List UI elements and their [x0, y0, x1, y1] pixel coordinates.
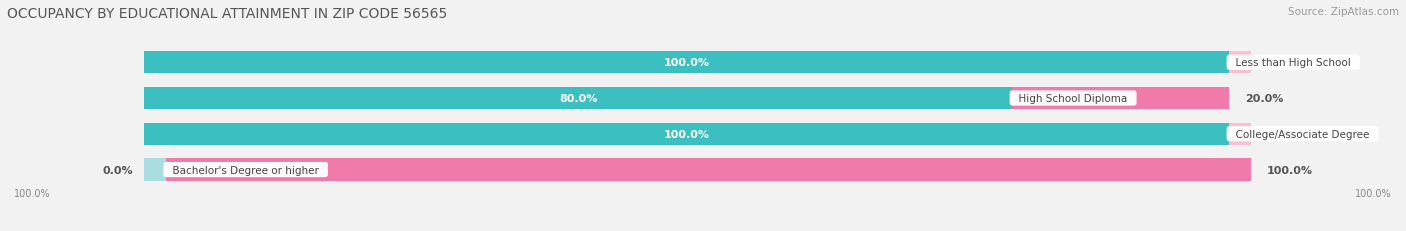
Bar [145, 88, 1229, 110]
Text: 100.0%: 100.0% [1267, 165, 1313, 175]
Text: 0.0%: 0.0% [1267, 58, 1298, 68]
Bar [145, 123, 1229, 145]
Text: Source: ZipAtlas.com: Source: ZipAtlas.com [1288, 7, 1399, 17]
Text: Less than High School: Less than High School [1229, 58, 1357, 68]
Bar [166, 159, 1251, 181]
Text: 20.0%: 20.0% [1246, 94, 1284, 103]
Text: OCCUPANCY BY EDUCATIONAL ATTAINMENT IN ZIP CODE 56565: OCCUPANCY BY EDUCATIONAL ATTAINMENT IN Z… [7, 7, 447, 21]
Text: Bachelor's Degree or higher: Bachelor's Degree or higher [166, 165, 325, 175]
Bar [1229, 52, 1251, 74]
Text: 100.0%: 100.0% [664, 129, 710, 139]
Bar [145, 52, 1229, 74]
Legend: Owner-occupied, Renter-occupied: Owner-occupied, Renter-occupied [585, 227, 821, 231]
Text: College/Associate Degree: College/Associate Degree [1229, 129, 1376, 139]
Text: 100.0%: 100.0% [1355, 188, 1392, 198]
Bar [145, 88, 1012, 110]
Text: 80.0%: 80.0% [560, 94, 598, 103]
Bar [145, 159, 166, 181]
Bar [145, 123, 1229, 145]
Bar [145, 52, 1229, 74]
Text: High School Diploma: High School Diploma [1012, 94, 1135, 103]
Text: 100.0%: 100.0% [664, 58, 710, 68]
Bar [145, 159, 1229, 181]
Bar [1229, 123, 1251, 145]
Bar [1012, 88, 1229, 110]
Text: 100.0%: 100.0% [14, 188, 51, 198]
Text: 0.0%: 0.0% [1267, 129, 1298, 139]
Text: 0.0%: 0.0% [103, 165, 134, 175]
